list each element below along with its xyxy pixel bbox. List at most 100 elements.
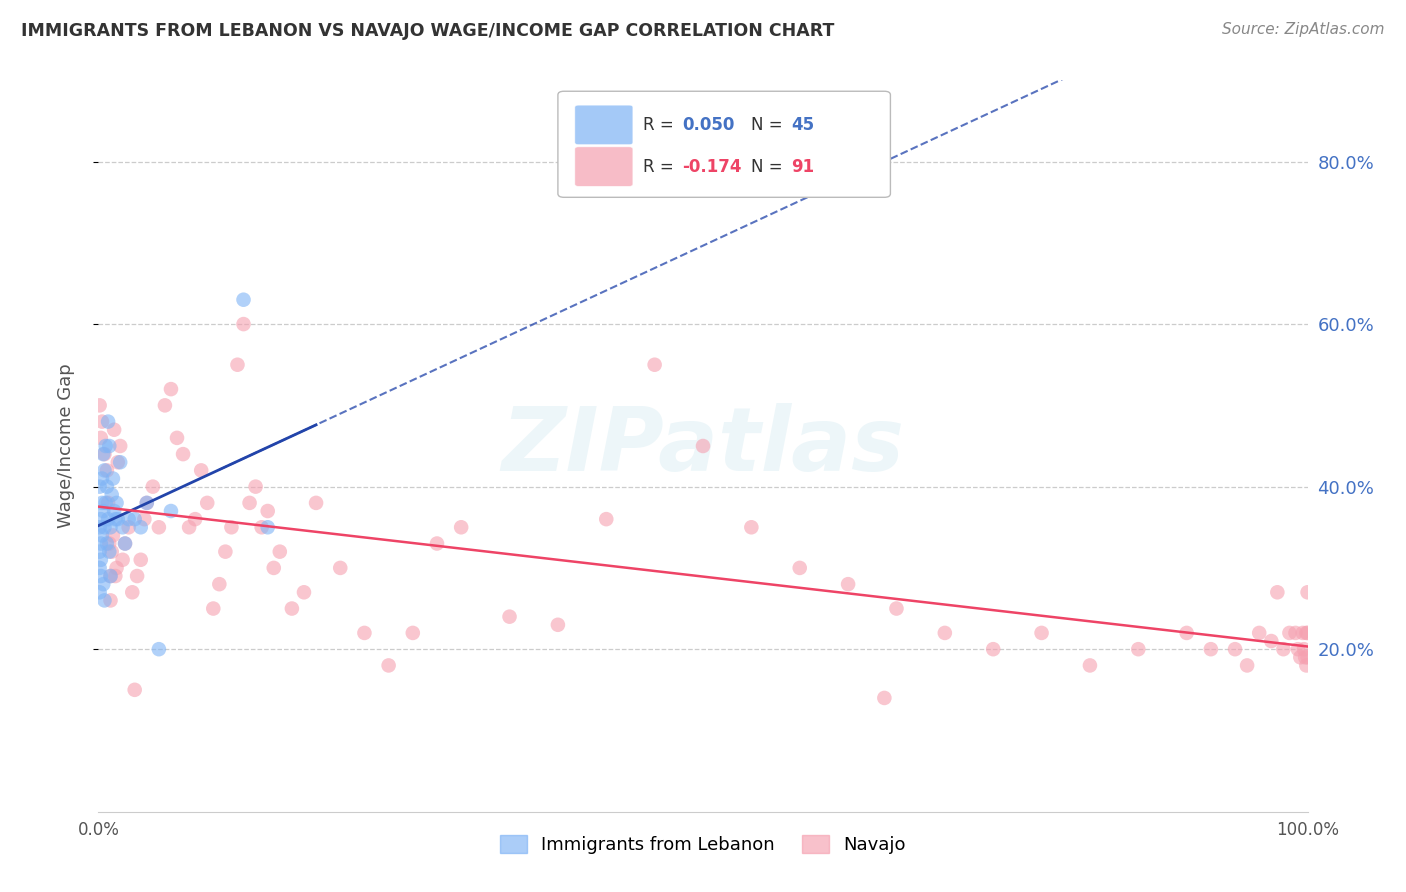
Text: Source: ZipAtlas.com: Source: ZipAtlas.com	[1222, 22, 1385, 37]
Point	[740, 520, 762, 534]
Point	[292, 585, 315, 599]
Point	[89, 520, 111, 534]
Point	[89, 561, 111, 575]
Point	[1292, 626, 1315, 640]
Point	[263, 561, 285, 575]
Point	[96, 480, 118, 494]
Point	[91, 504, 114, 518]
Point	[329, 561, 352, 575]
Point	[107, 512, 129, 526]
Point	[256, 504, 278, 518]
Point	[1296, 585, 1319, 599]
Text: R =: R =	[643, 116, 679, 134]
Point	[426, 536, 449, 550]
Point	[1295, 626, 1317, 640]
Point	[100, 544, 122, 558]
Point	[305, 496, 328, 510]
Text: 91: 91	[792, 158, 814, 176]
Legend: Immigrants from Lebanon, Navajo: Immigrants from Lebanon, Navajo	[492, 828, 914, 861]
Point	[105, 561, 128, 575]
Point	[269, 544, 291, 558]
Point	[837, 577, 859, 591]
Point	[1267, 585, 1289, 599]
Point	[91, 577, 114, 591]
Text: R =: R =	[643, 158, 679, 176]
Point	[114, 536, 136, 550]
Point	[353, 626, 375, 640]
Point	[100, 569, 122, 583]
Point	[934, 626, 956, 640]
Point	[107, 455, 129, 469]
Point	[1296, 650, 1319, 665]
Point	[172, 447, 194, 461]
FancyBboxPatch shape	[575, 147, 633, 186]
Point	[1260, 634, 1282, 648]
Text: -0.174: -0.174	[682, 158, 742, 176]
Point	[595, 512, 617, 526]
Point	[547, 617, 569, 632]
Point	[118, 520, 141, 534]
Point	[94, 496, 117, 510]
FancyBboxPatch shape	[558, 91, 890, 197]
Point	[121, 585, 143, 599]
Point	[1236, 658, 1258, 673]
Point	[98, 439, 121, 453]
Point	[256, 520, 278, 534]
Point	[108, 455, 131, 469]
Text: 45: 45	[792, 116, 814, 134]
Point	[202, 601, 225, 615]
Point	[179, 520, 201, 534]
Point	[90, 569, 112, 583]
Point	[1284, 626, 1306, 640]
Point	[90, 536, 112, 550]
Point	[692, 439, 714, 453]
Text: N =: N =	[751, 158, 789, 176]
Point	[190, 463, 212, 477]
Point	[281, 601, 304, 615]
Text: N =: N =	[751, 116, 789, 134]
Y-axis label: Wage/Income Gap: Wage/Income Gap	[56, 364, 75, 528]
Point	[239, 496, 262, 510]
Point	[1249, 626, 1271, 640]
Point	[166, 431, 188, 445]
Point	[103, 504, 125, 518]
Point	[89, 544, 111, 558]
Point	[245, 480, 267, 494]
Point	[450, 520, 472, 534]
Point	[232, 293, 254, 307]
Point	[134, 512, 156, 526]
Point	[101, 471, 124, 485]
Point	[91, 471, 114, 485]
Point	[124, 512, 146, 526]
Point	[94, 439, 117, 453]
Point	[1294, 650, 1316, 665]
Point	[100, 520, 122, 534]
Point	[1128, 642, 1150, 657]
Point	[98, 544, 121, 558]
Text: ZIPatlas: ZIPatlas	[502, 402, 904, 490]
Point	[498, 609, 520, 624]
Text: 0.050: 0.050	[682, 116, 735, 134]
Point	[104, 569, 127, 583]
Point	[1295, 658, 1317, 673]
Point	[108, 439, 131, 453]
Point	[96, 536, 118, 550]
Point	[89, 480, 111, 494]
Point	[97, 496, 120, 510]
Point	[91, 447, 114, 461]
Point	[208, 577, 231, 591]
Point	[789, 561, 811, 575]
Point	[129, 520, 152, 534]
Point	[153, 398, 176, 412]
Point	[1031, 626, 1053, 640]
Text: IMMIGRANTS FROM LEBANON VS NAVAJO WAGE/INCOME GAP CORRELATION CHART: IMMIGRANTS FROM LEBANON VS NAVAJO WAGE/I…	[21, 22, 835, 40]
Point	[873, 690, 896, 705]
Point	[93, 593, 115, 607]
Point	[981, 642, 1004, 657]
Point	[226, 358, 249, 372]
Point	[93, 463, 115, 477]
Point	[111, 553, 134, 567]
Point	[118, 512, 141, 526]
Point	[135, 496, 157, 510]
Point	[1272, 642, 1295, 657]
